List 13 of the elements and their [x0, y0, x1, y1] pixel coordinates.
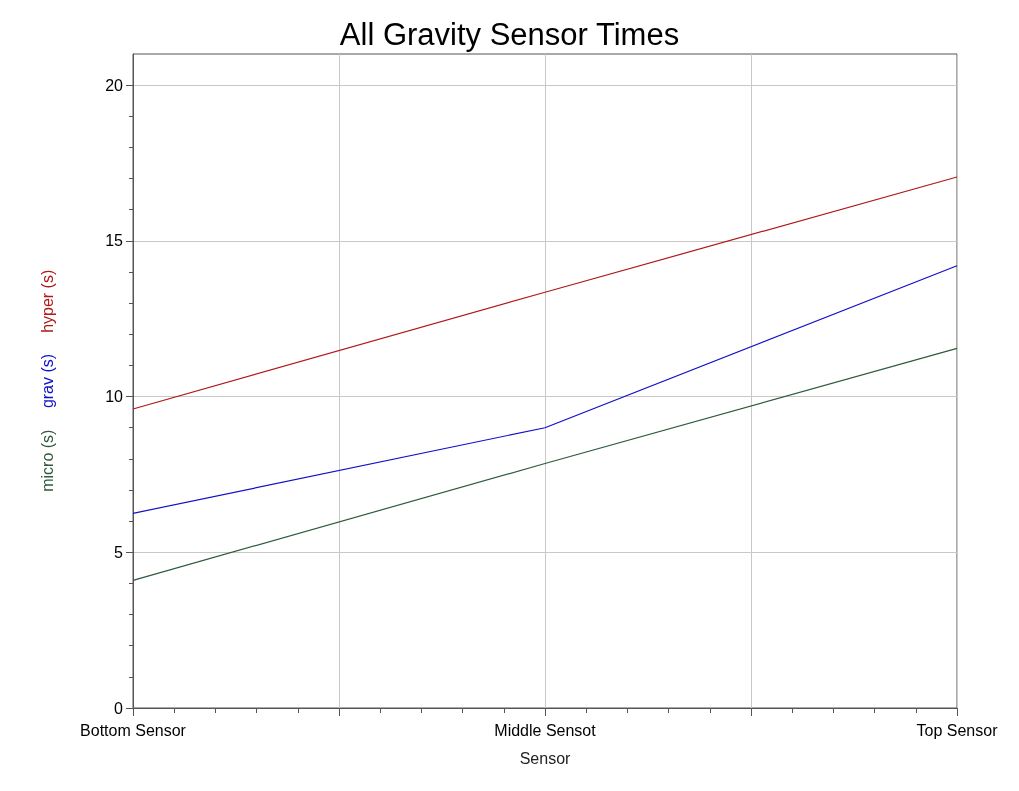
text: micro (s) [38, 429, 56, 492]
x-tick-label: Bottom Sensor [80, 721, 187, 739]
x-axis-title: Sensor [519, 749, 572, 767]
y-tick-label: 5 [114, 543, 124, 561]
y-tick-label: 20 [105, 76, 124, 94]
chart-title: All Gravity Sensor Times [339, 17, 680, 52]
y-tick-label: 15 [105, 232, 124, 250]
y-tick-label: 10 [105, 388, 124, 406]
x-tick-label: Top Sensor [916, 721, 999, 739]
text: grav (s) [38, 353, 56, 409]
text: hyper (s) [38, 269, 56, 333]
x-tick-label: Middle Sensot [494, 721, 597, 739]
y-tick-label: 0 [114, 699, 124, 717]
